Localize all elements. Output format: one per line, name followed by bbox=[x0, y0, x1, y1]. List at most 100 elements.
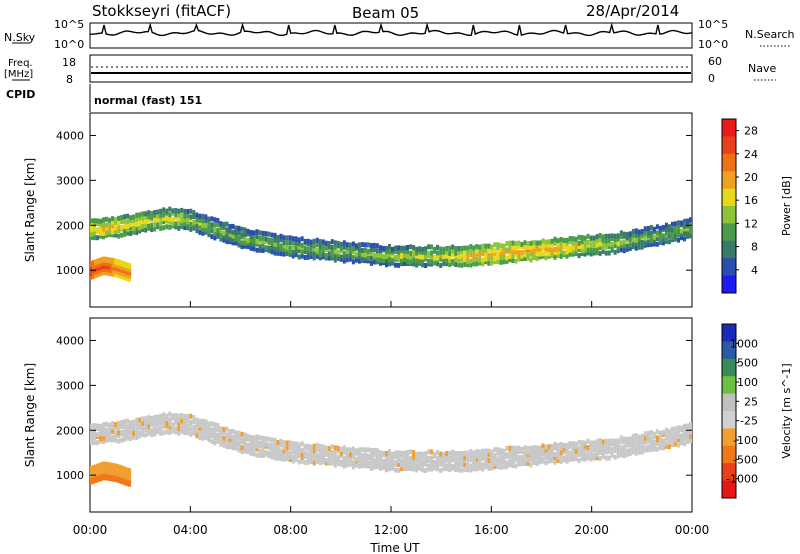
echo-cell bbox=[589, 452, 593, 458]
echo-cell bbox=[117, 425, 121, 431]
echo-cell bbox=[327, 449, 331, 455]
echo-cell bbox=[318, 255, 322, 261]
echo-cell bbox=[201, 226, 205, 232]
echo-cell bbox=[487, 243, 491, 249]
echo-cell bbox=[616, 248, 620, 254]
echo-cell bbox=[631, 244, 635, 250]
echo-cell bbox=[472, 248, 476, 254]
echo-cell bbox=[213, 222, 217, 228]
echo-cell bbox=[285, 240, 289, 246]
echo-cell bbox=[112, 466, 116, 473]
echo-cell bbox=[321, 453, 325, 459]
echo-cell bbox=[183, 430, 187, 436]
echo-cell bbox=[336, 240, 340, 246]
echo-cell bbox=[508, 462, 512, 468]
echo-cell bbox=[463, 256, 467, 262]
echo-cell bbox=[655, 224, 659, 230]
echo-cell bbox=[345, 457, 349, 463]
echo-cell bbox=[508, 459, 512, 464]
echo-cell bbox=[649, 446, 653, 452]
echo-cell bbox=[98, 463, 101, 469]
echo-cell bbox=[466, 467, 470, 473]
echo-cell bbox=[583, 238, 587, 244]
y-tick-label: 1000 bbox=[56, 469, 84, 482]
echo-cell bbox=[616, 241, 620, 247]
echo-cell bbox=[294, 453, 298, 459]
echo-cell bbox=[162, 219, 166, 225]
echo-cell bbox=[655, 429, 659, 435]
echo-cell bbox=[345, 245, 349, 251]
echo-cell bbox=[153, 417, 157, 423]
echo-cell bbox=[466, 450, 470, 456]
echo-cell bbox=[526, 450, 530, 455]
echo-cell bbox=[225, 234, 229, 239]
echo-cell bbox=[105, 222, 108, 228]
echo-cell bbox=[264, 236, 268, 242]
colorbar-label: Velocity [m s^-1] bbox=[780, 363, 793, 458]
echo-cell bbox=[571, 456, 575, 462]
echo-cell bbox=[677, 428, 680, 434]
echo-cell bbox=[499, 464, 503, 470]
echo-cell bbox=[108, 471, 112, 478]
echo-cell bbox=[276, 247, 280, 253]
echo-cell bbox=[99, 230, 102, 236]
echo-cell bbox=[469, 457, 473, 463]
echo-cell bbox=[430, 449, 434, 455]
echo-cell bbox=[568, 245, 572, 251]
echo-cell bbox=[324, 457, 328, 463]
echo-cell bbox=[333, 458, 337, 463]
echo-cell bbox=[463, 261, 467, 267]
echo-cell bbox=[472, 245, 476, 251]
echo-cell bbox=[502, 448, 506, 454]
echo-cell bbox=[412, 245, 416, 250]
echo-cell bbox=[553, 441, 557, 447]
echo-cell bbox=[102, 467, 105, 474]
echo-cell bbox=[116, 259, 120, 265]
echo-cell bbox=[339, 459, 343, 465]
echo-cell bbox=[460, 246, 464, 251]
echo-cell bbox=[610, 438, 614, 444]
echo-cell bbox=[538, 254, 542, 260]
echo-cell bbox=[126, 275, 130, 282]
echo-cell bbox=[595, 242, 599, 248]
echo-cell bbox=[357, 246, 361, 252]
echo-cell bbox=[132, 214, 136, 220]
echo-cell bbox=[454, 451, 458, 456]
echo-cell bbox=[499, 259, 503, 265]
echo-cell bbox=[273, 442, 277, 448]
echo-cell bbox=[677, 220, 680, 226]
echo-cell bbox=[553, 459, 557, 465]
echo-cell bbox=[92, 471, 95, 478]
echo-cell bbox=[379, 462, 382, 468]
echo-cell bbox=[445, 463, 449, 469]
echo-cell bbox=[550, 253, 554, 259]
x-tick-label: 04:00 bbox=[173, 523, 208, 537]
echo-cell bbox=[93, 235, 96, 241]
echo-cell bbox=[342, 449, 346, 455]
echo-cell bbox=[469, 248, 473, 254]
echo-cell bbox=[619, 234, 623, 240]
echo-cell bbox=[535, 243, 539, 249]
echo-cell bbox=[141, 223, 145, 229]
echo-cell bbox=[499, 246, 503, 252]
echo-cell bbox=[93, 427, 96, 432]
echo-cell bbox=[117, 433, 121, 438]
echo-cell bbox=[526, 245, 530, 250]
echo-cell bbox=[93, 226, 96, 232]
echo-cell bbox=[496, 255, 500, 261]
echo-cell bbox=[116, 265, 120, 272]
echo-cell bbox=[213, 427, 217, 433]
echo-cell bbox=[388, 449, 391, 454]
echo-cell bbox=[288, 252, 292, 257]
echo-cell bbox=[180, 207, 184, 213]
echo-cell bbox=[129, 430, 133, 436]
echo-cell bbox=[276, 447, 280, 453]
echo-cell bbox=[418, 259, 422, 264]
echo-cell bbox=[162, 430, 166, 436]
echo-cell bbox=[577, 253, 581, 259]
echo-cell bbox=[661, 445, 665, 451]
echo-cell bbox=[122, 475, 126, 482]
echo-cell bbox=[363, 255, 367, 261]
echo-cell bbox=[415, 253, 419, 259]
echo-cell bbox=[114, 437, 118, 443]
